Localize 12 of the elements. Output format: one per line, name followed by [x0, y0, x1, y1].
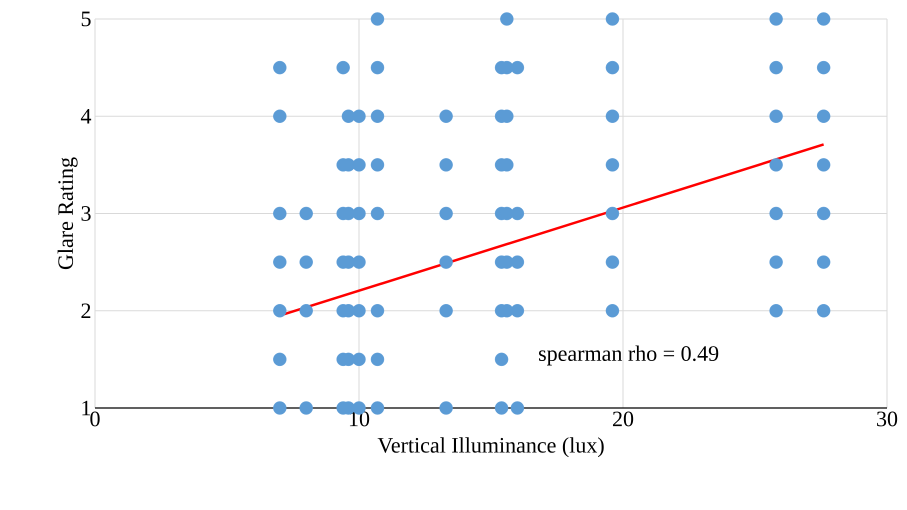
- annotation: spearman rho = 0.49: [539, 346, 718, 366]
- y-tick-label: 1: [82, 400, 90, 416]
- x-tick-label: 0: [90, 412, 100, 426]
- x-tick-label: 10: [350, 412, 370, 426]
- y-tick-label: 5: [82, 12, 91, 26]
- x-tick-label: 20: [612, 412, 634, 426]
- y-tick-label: 4: [80, 109, 92, 124]
- y-tick-label: 2: [81, 303, 90, 318]
- y-axis-title: Glare Rating: [58, 157, 78, 270]
- y-tick-label: 3: [82, 206, 91, 221]
- x-axis-title: Vertical Illuminance (lux): [378, 437, 604, 458]
- x-tick-label: 30: [877, 412, 898, 426]
